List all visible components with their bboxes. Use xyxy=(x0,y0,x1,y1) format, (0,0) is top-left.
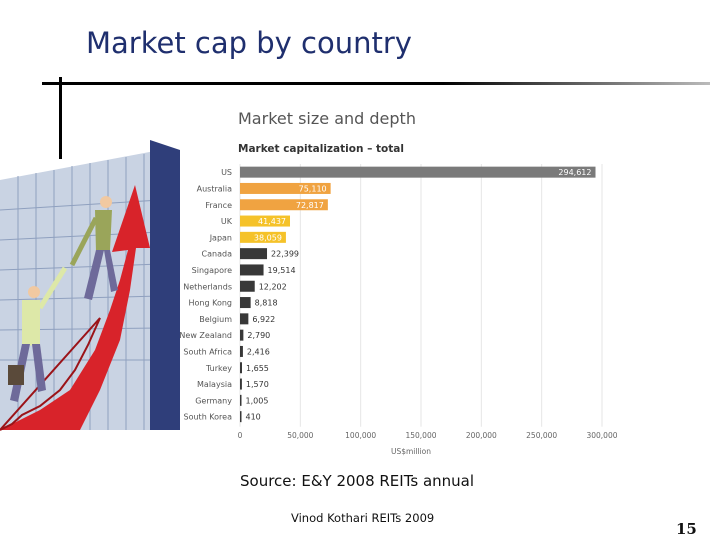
value-label-belgium: 6,922 xyxy=(252,315,275,324)
chart-subtitle: Market capitalization – total xyxy=(238,143,404,155)
category-label-australia: Australia xyxy=(197,184,232,193)
slide-title: Market cap by country xyxy=(86,26,412,60)
bar-netherlands xyxy=(240,280,255,292)
value-label-australia: 75,110 xyxy=(299,184,327,193)
category-label-south-africa: South Africa xyxy=(183,347,232,356)
bar-malaysia xyxy=(240,378,242,390)
category-label-us: US xyxy=(221,168,232,177)
category-label-japan: Japan xyxy=(209,233,232,242)
bar-australia xyxy=(240,182,331,194)
x-tick-label-6: 300,000 xyxy=(586,431,617,440)
value-label-singapore: 19,514 xyxy=(268,266,296,275)
value-label-south-africa: 2,416 xyxy=(247,347,270,356)
bar-south-africa xyxy=(240,345,243,357)
category-label-uk: UK xyxy=(221,217,233,226)
businessman-figure-upper xyxy=(69,196,118,300)
bar-belgium xyxy=(240,313,249,325)
x-axis-label: US$million xyxy=(391,447,431,456)
bar-germany xyxy=(240,394,242,406)
x-tick-label-1: 50,000 xyxy=(287,431,313,440)
title-rule-horizontal xyxy=(42,82,710,85)
category-label-singapore: Singapore xyxy=(192,266,232,275)
title-rule-vertical xyxy=(59,77,62,159)
market-cap-bar-chart: US 294,612 Australia 75,110 France 72,817 UK 41… xyxy=(179,164,618,456)
category-label-belgium: Belgium xyxy=(199,315,232,324)
value-label-canada: 22,399 xyxy=(271,250,299,259)
value-label-hong-kong: 8,818 xyxy=(255,299,278,308)
value-label-malaysia: 1,570 xyxy=(246,380,269,389)
page-number: 15 xyxy=(676,520,697,538)
category-label-france: France xyxy=(205,201,232,210)
value-label-netherlands: 12,202 xyxy=(259,282,287,291)
chart-title: Market size and depth xyxy=(238,109,416,128)
value-label-japan: 38,059 xyxy=(254,233,282,242)
category-label-south-korea: South Korea xyxy=(184,413,233,422)
bar-japan xyxy=(240,231,286,243)
category-label-germany: Germany xyxy=(195,396,232,405)
bar-hong-kong xyxy=(240,297,251,309)
value-label-new-zealand: 2,790 xyxy=(247,331,270,340)
category-label-hong-kong: Hong Kong xyxy=(189,299,233,308)
bar-south-korea xyxy=(240,411,242,423)
x-tick-label-5: 250,000 xyxy=(526,431,557,440)
x-tick-label-0: 0 xyxy=(238,431,243,440)
bar-canada xyxy=(240,248,268,260)
value-label-france: 72,817 xyxy=(296,201,324,210)
bar-turkey xyxy=(240,362,242,374)
value-label-uk: 41,437 xyxy=(258,217,286,226)
x-tick-label-2: 100,000 xyxy=(345,431,376,440)
value-label-us: 294,612 xyxy=(558,168,591,177)
value-label-turkey: 1,655 xyxy=(246,364,269,373)
value-label-south-korea: 410 xyxy=(246,413,261,422)
source-note: Source: E&Y 2008 REITs annual xyxy=(240,472,475,490)
category-label-malaysia: Malaysia xyxy=(197,380,232,389)
value-label-germany: 1,005 xyxy=(246,396,269,405)
bar-uk xyxy=(240,215,291,227)
category-label-netherlands: Netherlands xyxy=(183,282,232,291)
footer-text: Vinod Kothari REITs 2009 xyxy=(291,511,435,525)
bar-france xyxy=(240,199,328,211)
x-tick-label-3: 150,000 xyxy=(405,431,436,440)
category-label-canada: Canada xyxy=(202,250,233,259)
businessmen-arrow-clipart xyxy=(0,140,180,431)
x-tick-label-4: 200,000 xyxy=(466,431,497,440)
bar-new-zealand xyxy=(240,329,244,341)
category-label-new-zealand: New Zealand xyxy=(179,331,232,340)
businessman-figure-lower xyxy=(8,266,68,402)
bar-singapore xyxy=(240,264,264,276)
category-label-turkey: Turkey xyxy=(205,364,232,373)
bar-us xyxy=(240,166,596,178)
